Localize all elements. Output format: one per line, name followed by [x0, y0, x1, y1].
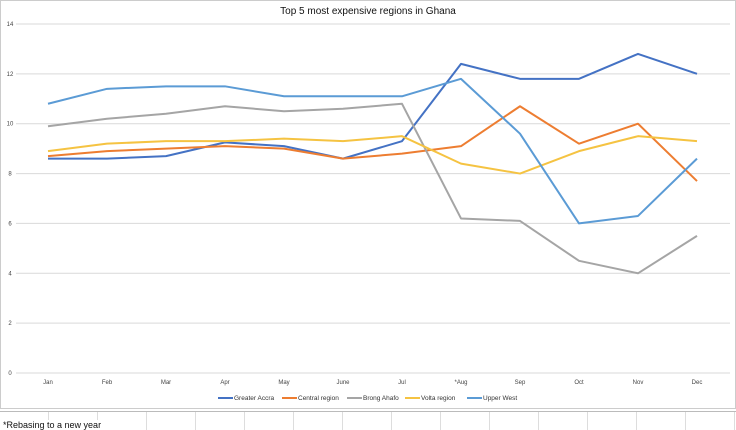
cell-border — [391, 412, 392, 430]
legend-label: Central region — [298, 395, 339, 402]
series-line-upper-west — [47, 77, 698, 225]
x-tick-label: May — [278, 380, 289, 386]
cell-border — [195, 412, 196, 430]
cell-border — [440, 412, 441, 430]
x-tick-label: Feb — [102, 380, 113, 386]
legend-label: Volta region — [421, 395, 456, 402]
legend-label: Brong Ahafo — [363, 395, 399, 402]
y-tick-label: 2 — [8, 321, 12, 327]
spreadsheet-grid[interactable] — [0, 411, 736, 430]
chart-area — [0, 0, 736, 409]
cell-border — [636, 412, 637, 430]
legend-label: Upper West — [483, 395, 517, 402]
y-tick-label: 12 — [7, 72, 14, 78]
cell-border — [342, 412, 343, 430]
x-tick-label: Mar — [161, 380, 171, 386]
cell-border — [587, 412, 588, 430]
line-chart[interactable]: Top 5 most expensive regions in Ghana 0 2… — [0, 0, 736, 410]
x-tick-label: Sep — [515, 380, 526, 386]
cell-border — [734, 412, 735, 430]
y-tick-label: 10 — [7, 122, 14, 128]
legend-label: Greater Accra — [234, 395, 274, 402]
series-line-volta-region — [47, 135, 698, 175]
x-tick-label: Dec — [692, 380, 703, 386]
x-tick-label: Jul — [398, 380, 406, 386]
footnote-cell[interactable]: *Rebasing to a new year — [3, 420, 104, 430]
cell-border — [538, 412, 539, 430]
y-tick-label: 8 — [8, 172, 12, 178]
cell-border — [244, 412, 245, 430]
x-tick-label: Jan — [43, 380, 53, 386]
y-tick-label: 6 — [8, 221, 12, 227]
x-tick-label: *Aug — [454, 380, 467, 386]
cell-border — [293, 412, 294, 430]
series-line-central-region — [47, 105, 698, 182]
series-line-brong-ahafo — [47, 102, 698, 275]
chart-title: Top 5 most expensive regions in Ghana — [280, 6, 456, 17]
x-tick-label: Apr — [220, 380, 229, 386]
cell-border — [685, 412, 686, 430]
cell-border — [489, 412, 490, 430]
y-tick-label: 14 — [7, 22, 14, 28]
cell-border — [146, 412, 147, 430]
x-tick-label: June — [336, 380, 350, 386]
x-tick-label: Oct — [574, 380, 584, 386]
series-line-greater-accra — [48, 52, 698, 160]
y-tick-label: 0 — [8, 371, 12, 377]
x-tick-label: Nov — [633, 380, 644, 386]
y-tick-label: 4 — [8, 271, 12, 277]
